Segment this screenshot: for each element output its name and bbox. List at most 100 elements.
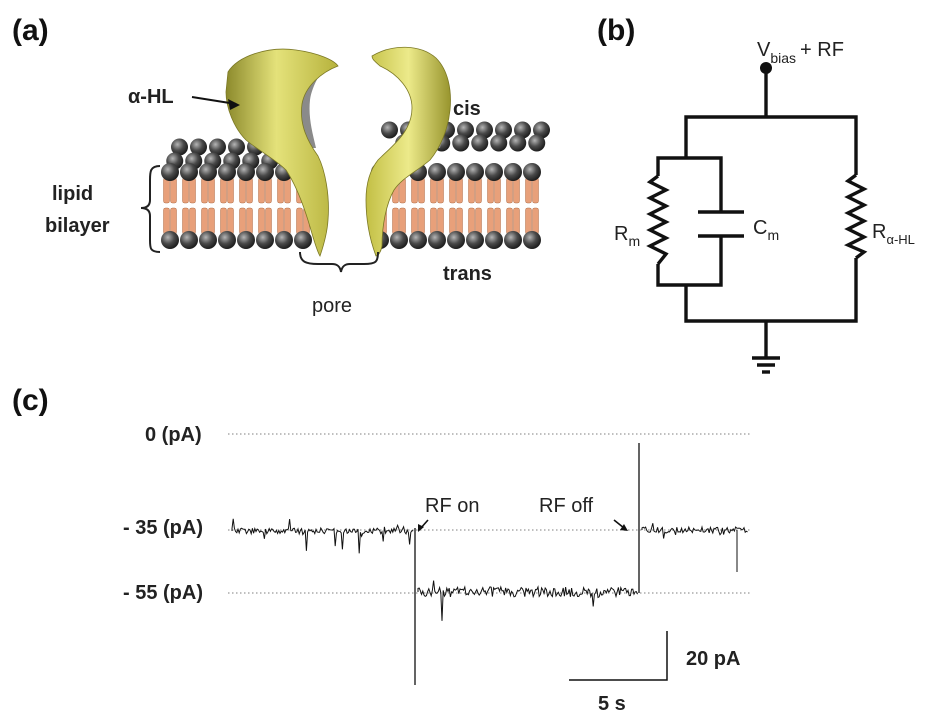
cm-sub: m	[767, 227, 779, 243]
rm-label: Rm	[614, 223, 640, 249]
lipid-tail	[430, 177, 437, 204]
toxin-right-half	[365, 46, 451, 257]
trace-segment-rf-on	[417, 580, 639, 621]
lipid-head	[237, 231, 255, 249]
lipid-tail	[513, 177, 520, 204]
lipid-head	[190, 138, 207, 156]
lipid-head	[466, 163, 484, 181]
lipid-tail	[284, 207, 291, 235]
lipid-tail	[201, 177, 208, 204]
lipid-bilayer	[161, 121, 550, 249]
lipid-head	[228, 138, 245, 156]
lipid-tail	[170, 207, 177, 235]
lipid-head	[390, 231, 408, 249]
panel-c-label: (c)	[12, 384, 49, 417]
lipid-head	[523, 231, 541, 249]
lipid-tail	[246, 207, 253, 235]
lipid-head	[256, 163, 274, 181]
lipid-tail	[506, 207, 513, 235]
lipid-tail	[227, 207, 234, 235]
lipid-head	[523, 163, 541, 181]
lipid-tail	[220, 207, 227, 235]
rf-on-arrowhead	[418, 524, 424, 532]
lipid-head	[199, 231, 217, 249]
lipid-tail	[487, 177, 494, 204]
lipid-tail	[227, 177, 234, 204]
alpha-hl-label: α-HL	[128, 86, 174, 108]
lipid-tail	[265, 207, 272, 235]
lipid-tail	[277, 207, 284, 235]
lipid-head	[528, 134, 546, 152]
trace-segment-before-rf	[231, 518, 414, 554]
lipid-head	[533, 121, 550, 139]
lipid-tail	[258, 177, 265, 204]
lipid-tail	[208, 177, 215, 204]
lipid-tail	[475, 207, 482, 235]
inner-top-rail	[656, 156, 723, 212]
lipid-tail	[296, 207, 303, 235]
panel-b-label: (b)	[597, 14, 635, 47]
rf-off-arrowhead	[620, 524, 628, 531]
lipid-tail	[513, 207, 520, 235]
vbias-main: V	[757, 39, 771, 61]
lipid-head	[180, 163, 198, 181]
panel-a-label: (a)	[12, 14, 49, 47]
top-rail	[684, 115, 858, 175]
lipid-tail	[220, 177, 227, 204]
lipid-tail	[246, 177, 253, 204]
lipid-tail	[239, 177, 246, 204]
bilayer-label-line2: bilayer	[45, 215, 110, 237]
rm-sub: m	[628, 233, 640, 249]
lipid-tail	[170, 177, 177, 204]
rhl-sub: α-HL	[886, 232, 914, 247]
lipid-head	[490, 134, 508, 152]
lipid-head	[485, 163, 503, 181]
lipid-tail	[411, 207, 418, 235]
lipid-tail	[506, 177, 513, 204]
lipid-tail	[189, 177, 196, 204]
rf-on-label: RF on	[425, 495, 479, 517]
lipid-head	[509, 134, 527, 152]
rhl-resistor-icon	[843, 173, 868, 260]
lipid-tail	[277, 177, 284, 204]
lipid-head	[447, 231, 465, 249]
lipid-head	[485, 231, 503, 249]
lipid-head	[447, 163, 465, 181]
lipid-tail	[418, 207, 425, 235]
lipid-tail	[284, 177, 291, 204]
rm-resistor-icon	[646, 174, 670, 266]
lipid-tail	[456, 207, 463, 235]
lipid-head	[452, 134, 470, 152]
lipid-tail	[189, 207, 196, 235]
lipid-tail	[392, 207, 399, 235]
cm-main: C	[753, 217, 767, 239]
lipid-tail	[494, 207, 501, 235]
trace-segment-after-rf	[641, 523, 748, 539]
lipid-head	[466, 231, 484, 249]
level-0-label: 0 (pA)	[145, 424, 202, 446]
lipid-head	[237, 163, 255, 181]
lipid-tail	[449, 177, 456, 204]
lipid-tail	[525, 207, 532, 235]
lipid-tail	[525, 177, 532, 204]
level-35-label: - 35 (pA)	[123, 517, 203, 539]
lipid-tail	[208, 207, 215, 235]
level-55-label: - 55 (pA)	[123, 582, 203, 604]
lipid-tail	[182, 207, 189, 235]
panel-c: (c) 0 (pA) - 35 (pA) - 55 (pA) RF on RF …	[12, 384, 752, 715]
pore-brace	[299, 251, 379, 273]
trans-label: trans	[443, 263, 492, 285]
bilayer-brace	[140, 165, 161, 253]
alpha-hl-arrow-line	[191, 96, 237, 105]
lipid-head	[409, 231, 427, 249]
scale-time-label: 5 s	[598, 693, 626, 715]
lipid-tail	[437, 177, 444, 204]
lipid-tail	[418, 177, 425, 204]
vbias-label: Vbias + RF	[757, 39, 844, 66]
vbias-tail: + RF	[800, 39, 844, 61]
rm-main: R	[614, 223, 628, 245]
bottom-rail	[684, 258, 858, 323]
lipid-tail	[468, 177, 475, 204]
lipid-tail	[411, 177, 418, 204]
